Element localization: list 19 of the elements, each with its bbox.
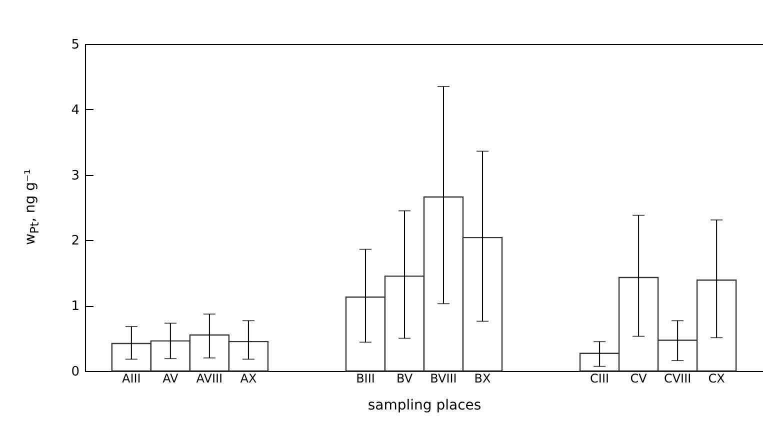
x-tick-label: CX	[708, 372, 725, 386]
y-tick-label: 3	[71, 168, 80, 184]
y-tick-label: 4	[71, 102, 80, 118]
x-axis-title: sampling places	[368, 398, 482, 414]
y-tick-label: 1	[71, 299, 80, 314]
x-tick-label: CIII	[590, 372, 610, 386]
x-tick-label: AX	[240, 372, 257, 386]
y-tick-label: 5	[71, 38, 80, 52]
x-tick-label: BX	[474, 372, 491, 386]
x-tick-label: AV	[162, 372, 180, 386]
x-tick-label: CVIII	[664, 372, 692, 386]
x-tick-label: BV	[396, 372, 414, 386]
x-tick-label: BIII	[356, 372, 375, 386]
y-tick-label: 2	[71, 234, 80, 249]
y-tick-label: 0	[71, 364, 80, 380]
x-tick-label: AVIII	[196, 372, 223, 386]
x-tick-label: BVIII	[430, 372, 457, 386]
x-tick-label: AIII	[122, 372, 141, 386]
x-tick-label: CV	[630, 372, 648, 386]
